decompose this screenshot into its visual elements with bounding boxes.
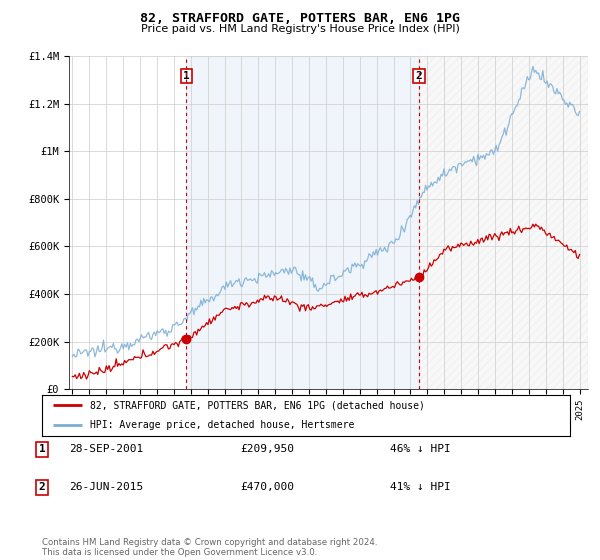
Text: 1: 1 — [38, 444, 46, 454]
Bar — [419, 56, 588, 389]
Bar — [187, 56, 419, 389]
Text: 41% ↓ HPI: 41% ↓ HPI — [390, 482, 451, 492]
Text: £470,000: £470,000 — [240, 482, 294, 492]
Text: £209,950: £209,950 — [240, 444, 294, 454]
Text: 2: 2 — [415, 71, 422, 81]
Text: 1: 1 — [183, 71, 190, 81]
Text: HPI: Average price, detached house, Hertsmere: HPI: Average price, detached house, Hert… — [89, 421, 354, 431]
Text: 2: 2 — [38, 482, 46, 492]
Text: 26-JUN-2015: 26-JUN-2015 — [69, 482, 143, 492]
Text: 82, STRAFFORD GATE, POTTERS BAR, EN6 1PG: 82, STRAFFORD GATE, POTTERS BAR, EN6 1PG — [140, 12, 460, 25]
Text: 28-SEP-2001: 28-SEP-2001 — [69, 444, 143, 454]
Text: Contains HM Land Registry data © Crown copyright and database right 2024.
This d: Contains HM Land Registry data © Crown c… — [42, 538, 377, 557]
Text: 82, STRAFFORD GATE, POTTERS BAR, EN6 1PG (detached house): 82, STRAFFORD GATE, POTTERS BAR, EN6 1PG… — [89, 400, 424, 410]
Text: Price paid vs. HM Land Registry's House Price Index (HPI): Price paid vs. HM Land Registry's House … — [140, 24, 460, 34]
Text: 46% ↓ HPI: 46% ↓ HPI — [390, 444, 451, 454]
